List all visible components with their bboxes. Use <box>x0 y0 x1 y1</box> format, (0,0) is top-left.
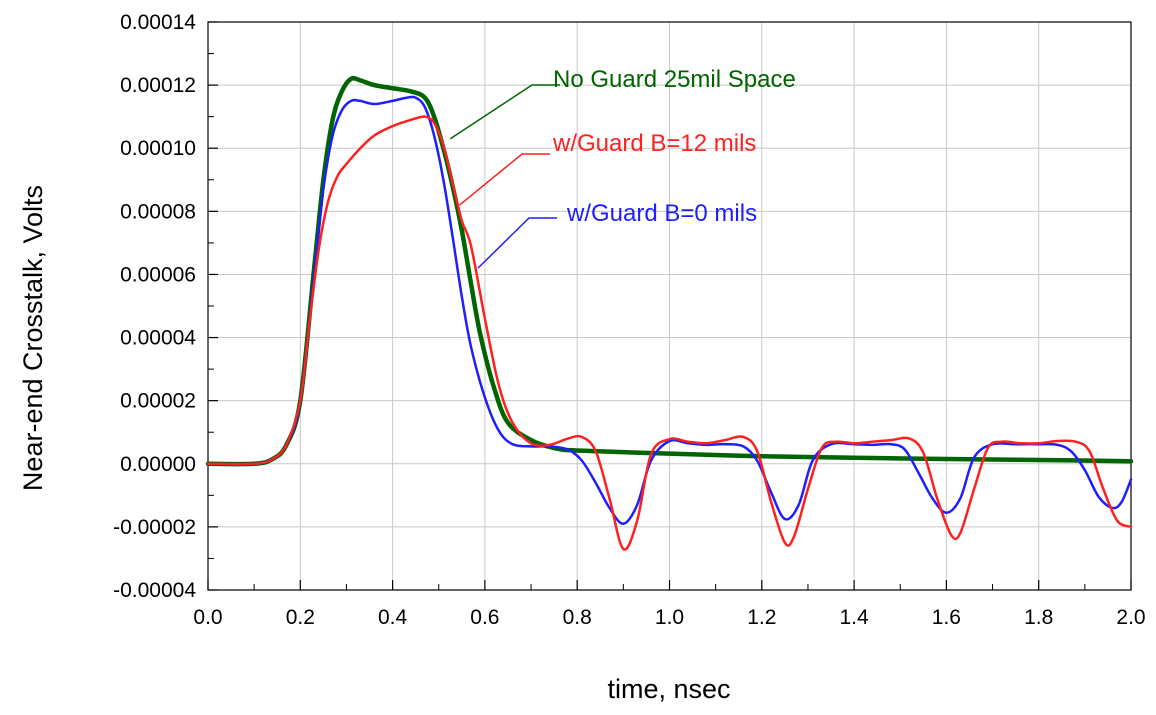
series-line-guard-b12 <box>206 115 1133 551</box>
x-tick-label: 0.4 <box>378 606 408 629</box>
y-tick-label: 0.00010 <box>120 137 196 160</box>
series-line-guard-b0 <box>206 95 1133 525</box>
y-tick-label: 0.00008 <box>120 200 196 223</box>
y-tick-label: -0.00004 <box>113 579 196 602</box>
x-axis-title: time, nsec <box>607 674 730 704</box>
y-tick-label: -0.00002 <box>113 516 196 539</box>
series-annotation-label: w/Guard B=0 mils <box>566 200 757 227</box>
series-lines <box>205 75 1134 551</box>
y-tick-label: 0.00006 <box>120 263 196 286</box>
annotation-leader-line <box>459 153 550 206</box>
x-tick-label: 1.2 <box>747 606 776 629</box>
y-tick-label: 0.00012 <box>120 74 196 97</box>
x-tick-label: 0.2 <box>286 606 315 629</box>
x-tick-label: 0.6 <box>470 606 499 629</box>
y-tick-label: 0.00002 <box>120 390 196 413</box>
series-annotation-label: No Guard 25mil Space <box>553 66 796 93</box>
x-tick-label: 0.0 <box>193 606 222 629</box>
annotation-leader-line <box>449 84 560 140</box>
x-tick-label: 2.0 <box>1116 606 1145 629</box>
grid <box>208 22 1131 590</box>
annotation-leader-line <box>477 217 557 269</box>
y-tick-label: 0.00000 <box>120 453 196 476</box>
x-tick-label: 1.6 <box>932 606 961 629</box>
y-axis-title: Near-end Crosstalk, Volts <box>18 185 48 491</box>
y-tick-label: 0.00014 <box>120 11 196 34</box>
x-tick-label: 0.8 <box>563 606 592 629</box>
x-tick-label: 1.4 <box>839 606 869 629</box>
y-tick-label: 0.00004 <box>120 327 196 350</box>
axes: 0.0 0.2 0.4 0.6 0.8 1.0 1.2 1.4 1.6 1.8 2.0 -0.0000… <box>113 11 1146 629</box>
x-tick-label: 1.0 <box>655 606 684 629</box>
annotations: No Guard 25mil Space w/Guard B=12 mils w/G… <box>449 66 796 269</box>
series-annotation-label: w/Guard B=12 mils <box>552 130 756 157</box>
x-tick-label: 1.8 <box>1024 606 1053 629</box>
